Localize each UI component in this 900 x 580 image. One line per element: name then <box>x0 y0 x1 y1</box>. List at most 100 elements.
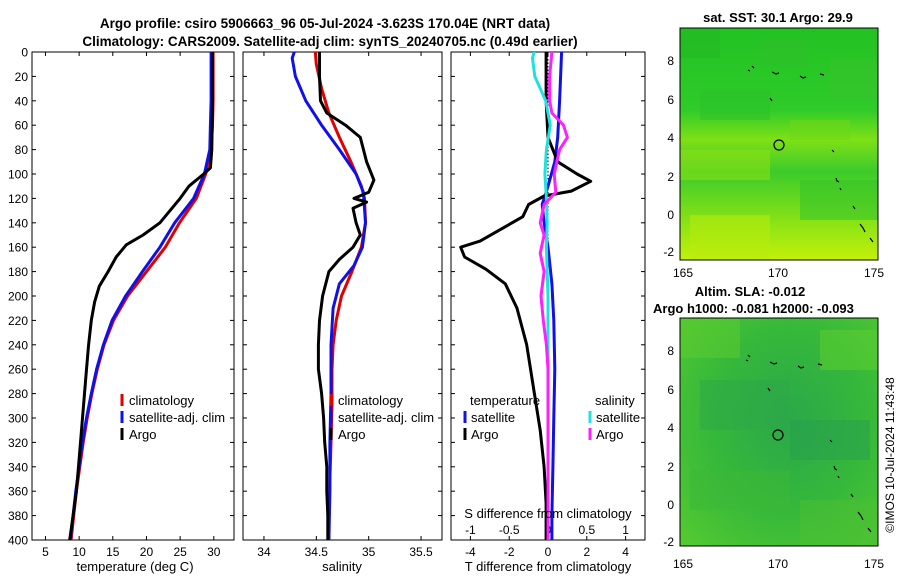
difference-x-label: T difference from climatology <box>465 559 632 574</box>
x-tick-label: 10 <box>72 545 86 559</box>
sla-map-x-ticks: 165 170 175 <box>673 557 884 571</box>
depth-tick-label: 380 <box>8 509 28 523</box>
argo-position-marker <box>773 139 785 151</box>
x2-tick-label: -0.5 <box>499 523 520 537</box>
depth-tick-label: 120 <box>8 192 28 206</box>
sst-map-texture <box>680 28 878 260</box>
x-tick-label: 0 <box>545 545 552 559</box>
legend-label-satellite: satellite-adj. clim <box>338 410 434 425</box>
map-x-tick: 170 <box>768 266 788 280</box>
temperature-x-label: temperature (deg C) <box>76 559 193 574</box>
legend-label-temp-argo: Argo <box>471 427 498 442</box>
legend-label-climatology: climatology <box>338 393 404 408</box>
figure-title-line1: Argo profile: csiro 5906663_96 05-Jul-20… <box>100 16 550 31</box>
map-y-tick: 6 <box>667 383 674 397</box>
x-tick-label: 20 <box>140 545 154 559</box>
depth-tick-label: 360 <box>8 485 28 499</box>
x-tick-label: 34.5 <box>305 545 329 559</box>
depth-tick-label: 100 <box>8 168 28 182</box>
sla-map-title-line2: Argo h1000: -0.081 h2000: -0.093 <box>653 301 854 316</box>
sla-map-y-ticks: -2 0 2 4 6 8 <box>663 344 674 549</box>
figure-title-line2: Climatology: CARS2009. Satellite-adj cli… <box>82 34 577 49</box>
depth-tick-label: 160 <box>8 241 28 255</box>
sla-map-frame <box>679 317 879 547</box>
salinity-y-ticks <box>243 51 442 541</box>
x-tick-label: 15 <box>106 545 120 559</box>
map-y-tick: 2 <box>667 460 674 474</box>
series-line-salinity-argo <box>538 52 569 540</box>
map-x-tick: 165 <box>673 266 693 280</box>
difference-legend: temperature salinity satellite Argo sate… <box>463 393 640 442</box>
depth-tick-label: 40 <box>15 94 29 108</box>
x-tick-label: 5 <box>42 545 49 559</box>
temperature-panel: 0 20 40 60 80 100 120 140 160 180 200 220 240 260 280 3… <box>8 46 235 574</box>
x-tick-label: -4 <box>465 545 476 559</box>
x-tick-label: 25 <box>173 545 187 559</box>
x2-tick-label: 0.5 <box>578 523 595 537</box>
map-x-tick: 175 <box>864 557 884 571</box>
legend-label-argo: Argo <box>338 427 365 442</box>
depth-tick-label: 140 <box>8 216 28 230</box>
depth-tick-label: 60 <box>15 119 29 133</box>
legend-label-climatology: climatology <box>129 393 195 408</box>
x2-tick-label: -1 <box>465 523 476 537</box>
depth-tick-label: 280 <box>8 387 28 401</box>
temperature-x-ticks: 5 10 15 20 25 30 <box>42 52 221 559</box>
x-tick-label: 35.5 <box>409 545 433 559</box>
sst-map-x-ticks: 165 170 175 <box>673 266 884 280</box>
map-y-tick: 8 <box>667 54 674 68</box>
depth-tick-label: 20 <box>15 70 29 84</box>
depth-tick-labels: 0 20 40 60 80 100 120 140 160 180 200 220 240 260 280 3… <box>8 46 234 548</box>
temperature-legend: climatology satellite-adj. clim Argo <box>120 393 225 442</box>
difference-panel: -4 -2 0 2 4 -1 -0.5 0 0.5 1 T difference from cl… <box>450 51 646 574</box>
depth-tick-label: 0 <box>21 46 28 60</box>
x2-tick-label: 1 <box>622 523 629 537</box>
salinity-x-label: salinity <box>322 559 362 574</box>
series-line-argo <box>68 52 214 540</box>
difference-y-ticks <box>451 51 645 541</box>
map-y-tick: 6 <box>667 93 674 107</box>
sst-map-coastlines <box>747 65 874 243</box>
legend-heading-temperature: temperature <box>470 393 540 408</box>
salinity-legend: climatology satellite-adj. clim Argo <box>329 393 434 442</box>
depth-tick-label: 80 <box>15 143 29 157</box>
map-y-tick: 2 <box>667 170 674 184</box>
legend-label-satellite: satellite-adj. clim <box>129 410 225 425</box>
map-x-tick: 165 <box>673 557 693 571</box>
legend-label-argo: Argo <box>129 427 156 442</box>
map-x-tick: 175 <box>864 266 884 280</box>
depth-tick-label: 240 <box>8 338 28 352</box>
sla-map-panel: Altim. SLA: -0.012 Argo h1000: -0.081 h2… <box>653 284 884 571</box>
sst-map-y-ticks: -2 0 2 4 6 8 <box>663 54 674 259</box>
argo-position-marker <box>772 429 784 441</box>
depth-tick-label: 340 <box>8 460 28 474</box>
legend-heading-salinity: salinity <box>595 393 635 408</box>
legend-label-sal-satellite: satellite <box>596 410 640 425</box>
map-y-tick: -2 <box>663 535 674 549</box>
sla-map-texture <box>680 318 878 546</box>
x-tick-label: 2 <box>583 545 590 559</box>
imos-timestamp: ©IMOS 10-Jul-2024 11:43:48 <box>883 377 897 533</box>
map-y-tick: -2 <box>663 245 674 259</box>
map-y-tick: 0 <box>667 498 674 512</box>
sst-map-frame <box>679 27 879 261</box>
sla-map-title-line1: Altim. SLA: -0.012 <box>695 284 806 299</box>
salinity-panel: 34 34.5 35 35.5 salinity climatology satell… <box>242 51 443 574</box>
difference-profile-lines <box>459 52 593 540</box>
map-y-tick: 8 <box>667 344 674 358</box>
difference-x2-label: S difference from climatology <box>464 506 632 521</box>
legend-label-sal-argo: Argo <box>596 427 623 442</box>
depth-tick-label: 400 <box>8 534 28 548</box>
legend-label-temp-satellite: satellite <box>471 410 515 425</box>
x-tick-label: 30 <box>207 545 221 559</box>
map-y-tick: 4 <box>667 131 674 145</box>
sla-map-coastlines <box>745 354 872 533</box>
depth-tick-label: 320 <box>8 436 28 450</box>
depth-tick-label: 260 <box>8 363 28 377</box>
difference-x-ticks: -4 -2 0 2 4 <box>465 52 629 559</box>
map-y-tick: 4 <box>667 421 674 435</box>
depth-tick-label: 180 <box>8 265 28 279</box>
x-tick-label: 34 <box>257 545 271 559</box>
depth-tick-label: 200 <box>8 290 28 304</box>
